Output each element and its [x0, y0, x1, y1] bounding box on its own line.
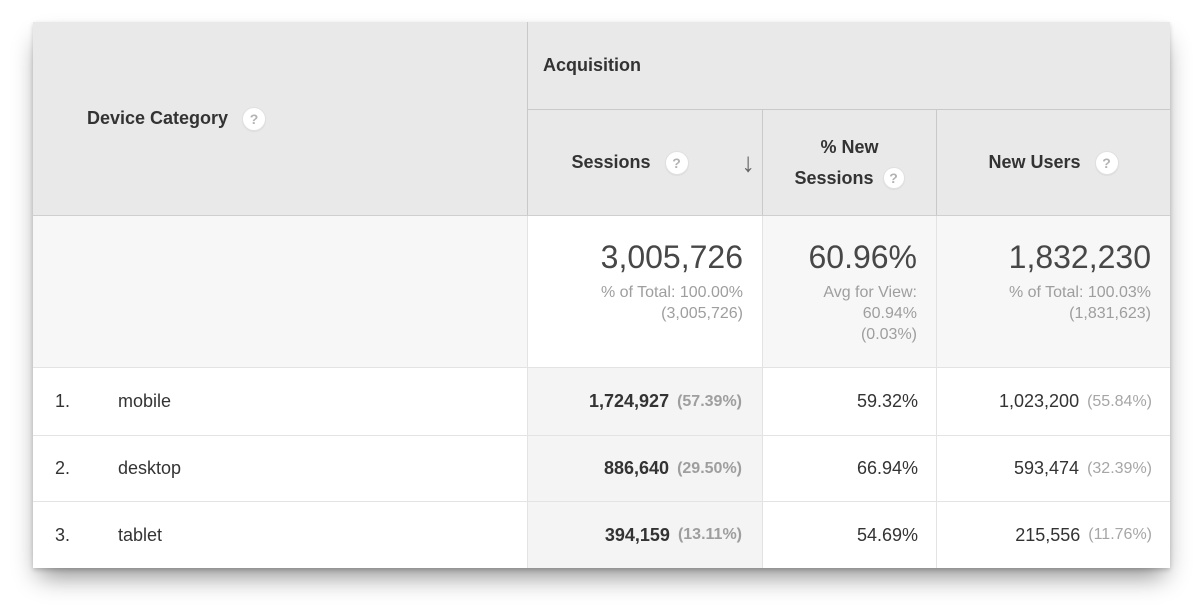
row-rank: 1.: [55, 391, 71, 411]
sessions-value: 394,159: [604, 524, 670, 545]
new-users-percent: (32.39%): [1087, 459, 1152, 477]
column-header-new-users[interactable]: New Users ?: [937, 110, 1170, 216]
summary-avg-for-view-value: 60.94%: [862, 305, 917, 322]
device-name: tablet: [118, 524, 163, 545]
percent-new-sessions-value: 66.94%: [856, 458, 918, 478]
row-new-users-cell: 215,556 (11.76%): [937, 502, 1170, 568]
row-dimension-cell: 2. desktop: [33, 436, 528, 502]
new-users-value: 215,556: [1015, 524, 1081, 545]
new-users-label: New Users: [988, 152, 1081, 172]
sessions-label: Sessions: [571, 152, 651, 172]
help-icon[interactable]: ?: [664, 150, 689, 175]
help-icon[interactable]: ?: [1094, 150, 1119, 175]
help-icon[interactable]: ?: [242, 106, 267, 131]
sessions-percent: (29.50%): [677, 459, 742, 477]
summary-sessions-total-absolute: (3,005,726): [661, 305, 743, 322]
row-rank: 3.: [55, 524, 71, 545]
row-sessions-cell: 394,159 (13.11%): [528, 502, 763, 568]
sessions-percent: (13.11%): [677, 526, 742, 543]
new-users-value: 1,023,200: [999, 391, 1080, 411]
row-new-users-cell: 1,023,200 (55.84%): [937, 368, 1170, 436]
summary-new-users-value: 1,832,230: [1008, 239, 1151, 275]
row-new-users-cell: 593,474 (32.39%): [937, 436, 1170, 502]
device-name: mobile: [118, 391, 172, 411]
new-users-percent: (11.76%): [1088, 526, 1152, 543]
sort-descending-icon[interactable]: ↓: [741, 147, 756, 177]
summary-avg-for-view-delta: (0.03%): [860, 326, 917, 343]
percent-new-sessions-label-line2: Sessions: [794, 167, 874, 188]
data-table: Device Category ? Acquisition Sessions ?…: [33, 22, 1170, 568]
summary-sessions-cell: 3,005,726 % of Total: 100.00% (3,005,726…: [528, 216, 763, 368]
summary-percent-new-sessions-cell: 60.96% Avg for View: 60.94% (0.03%): [763, 216, 937, 368]
summary-new-users-pct-of-total: % of Total: 100.03%: [1008, 284, 1151, 301]
summary-avg-for-view-label: Avg for View:: [823, 284, 917, 301]
new-users-value: 593,474: [1014, 458, 1080, 478]
sessions-percent: (57.39%): [677, 392, 742, 410]
acquisition-label: Acquisition: [543, 55, 641, 75]
summary-new-users-cell: 1,832,230 % of Total: 100.03% (1,831,623…: [937, 216, 1170, 368]
column-header-sessions[interactable]: Sessions ? ↓: [528, 110, 763, 216]
sessions-value: 886,640: [604, 458, 670, 478]
help-icon[interactable]: ?: [882, 167, 905, 189]
new-users-percent: (55.84%): [1087, 392, 1152, 410]
group-header-acquisition: Acquisition: [528, 22, 1170, 110]
row-percent-new-sessions-cell: 66.94%: [763, 436, 937, 502]
column-header-device-category[interactable]: Device Category ?: [33, 22, 528, 216]
percent-new-sessions-value: 54.69%: [856, 524, 918, 545]
percent-new-sessions-value: 59.32%: [856, 391, 918, 411]
summary-new-users-total-absolute: (1,831,623): [1069, 305, 1151, 322]
column-header-percent-new-sessions[interactable]: % New Sessions ?: [763, 110, 937, 216]
row-sessions-cell: 1,724,927 (57.39%): [528, 368, 763, 436]
device-name: desktop: [118, 458, 182, 478]
sessions-value: 1,724,927: [589, 391, 670, 411]
row-percent-new-sessions-cell: 59.32%: [763, 368, 937, 436]
row-sessions-cell: 886,640 (29.50%): [528, 436, 763, 502]
row-percent-new-sessions-cell: 54.69%: [763, 502, 937, 568]
summary-device-category-cell: [33, 216, 528, 368]
summary-percent-new-sessions-value: 60.96%: [808, 239, 917, 275]
row-dimension-cell: 3. tablet: [33, 502, 528, 568]
summary-sessions-pct-of-total: % of Total: 100.00%: [600, 284, 743, 301]
percent-new-sessions-label-line1: % New: [820, 136, 879, 157]
device-category-label: Device Category: [87, 108, 229, 128]
row-dimension-cell: 1. mobile: [33, 368, 528, 436]
summary-sessions-value: 3,005,726: [600, 239, 743, 275]
row-rank: 2.: [55, 458, 71, 478]
